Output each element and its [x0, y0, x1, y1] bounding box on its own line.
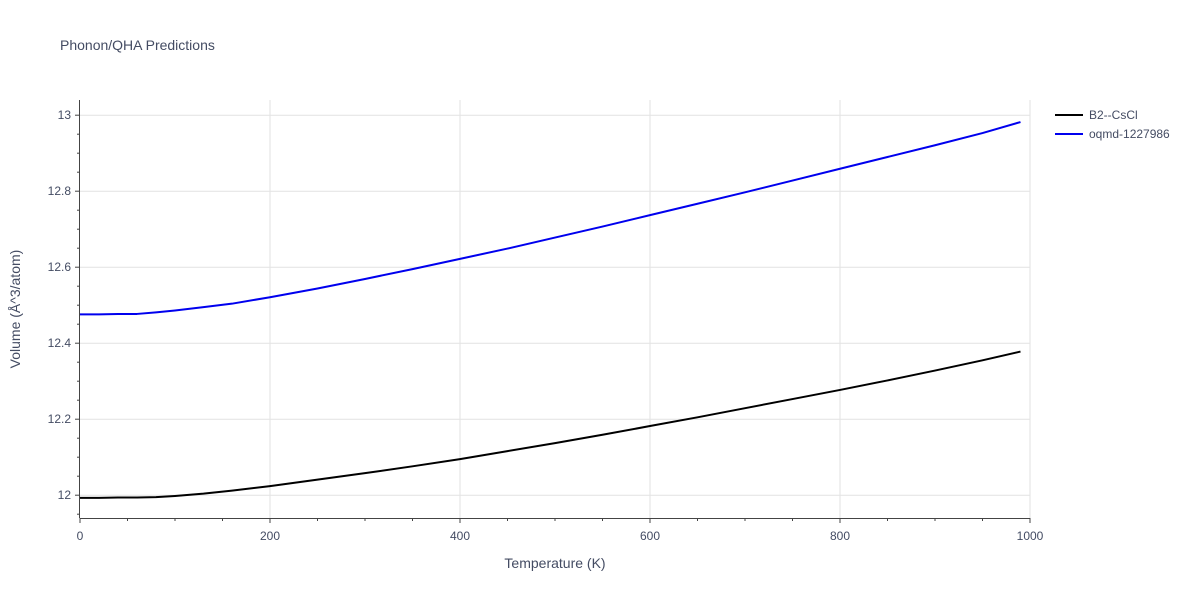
grid	[80, 100, 1031, 518]
x-tick-label: 600	[640, 529, 660, 543]
y-tick-label: 13	[58, 108, 72, 122]
x-tick-label: 0	[77, 529, 84, 543]
chart-title: Phonon/QHA Predictions	[60, 37, 215, 53]
x-tick-label: 800	[830, 529, 850, 543]
y-tick-label: 12.6	[48, 260, 72, 274]
y-tick-label: 12.8	[48, 184, 72, 198]
y-tick-label: 12	[58, 488, 72, 502]
legend: B2--CsCl oqmd-1227986	[1055, 108, 1170, 141]
y-tick-label: 12.4	[48, 336, 72, 350]
series-line-2	[80, 121, 1021, 316]
x-tick-label: 200	[260, 529, 280, 543]
plot-area	[80, 121, 1021, 499]
x-tick-label: 1000	[1017, 529, 1044, 543]
y-axis-title: Volume (Å^3/atom)	[7, 250, 23, 369]
x-axis-title: Temperature (K)	[504, 555, 605, 571]
y-tick-label: 12.2	[48, 412, 72, 426]
axes: 0 200 400 600 800 1000 12 12.2 12.4 12.6 12.8 13	[48, 100, 1044, 543]
x-tick-label: 400	[450, 529, 470, 543]
series-line-1	[80, 350, 1021, 499]
legend-label: B2--CsCl	[1089, 108, 1138, 122]
legend-label: oqmd-1227986	[1089, 127, 1170, 141]
